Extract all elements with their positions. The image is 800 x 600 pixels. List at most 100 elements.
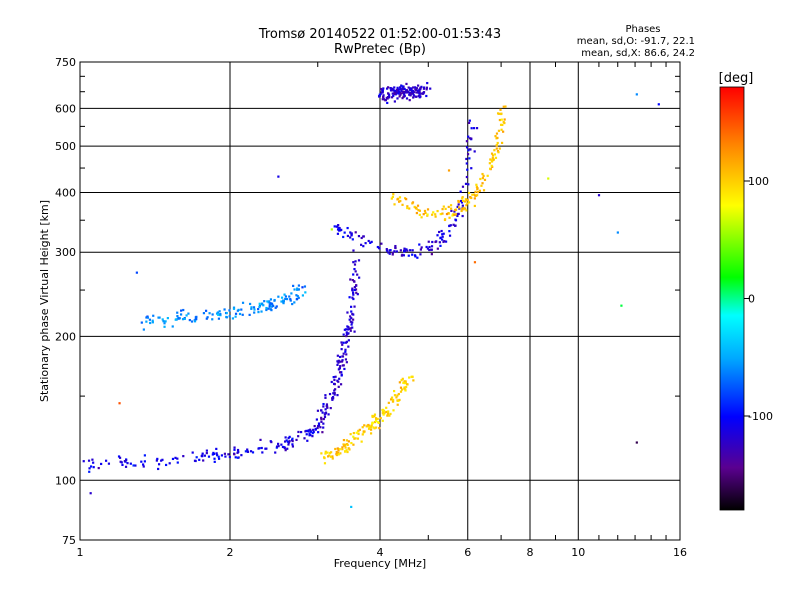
data-point <box>357 432 360 436</box>
data-point <box>140 460 143 463</box>
data-point <box>225 316 228 319</box>
data-point <box>496 141 499 145</box>
data-point <box>467 149 470 152</box>
data-point <box>400 388 404 391</box>
data-point <box>425 94 428 98</box>
data-point <box>382 95 385 99</box>
data-point <box>295 438 298 441</box>
data-point <box>406 249 409 252</box>
data-point <box>468 148 471 151</box>
data-point <box>439 244 442 247</box>
data-point <box>332 382 336 385</box>
data-point <box>257 447 260 450</box>
data-point <box>345 443 349 446</box>
data-point <box>440 229 443 233</box>
data-point <box>373 413 377 416</box>
data-point <box>328 454 331 457</box>
data-point <box>311 435 314 438</box>
data-point <box>277 295 280 298</box>
data-point <box>213 457 216 460</box>
data-point <box>396 403 399 406</box>
data-point <box>265 306 268 310</box>
data-point <box>333 225 336 228</box>
data-point <box>155 459 158 462</box>
data-point <box>313 424 316 428</box>
data-point <box>286 447 289 450</box>
data-point <box>391 92 394 95</box>
data-point <box>309 428 312 431</box>
data-point <box>323 415 327 419</box>
data-point <box>381 412 384 415</box>
data-point <box>321 431 324 434</box>
data-point <box>183 317 186 320</box>
data-point <box>248 313 251 316</box>
data-point <box>426 81 429 85</box>
data-point <box>284 436 287 439</box>
data-point <box>337 453 340 456</box>
data-point <box>340 228 343 231</box>
data-point <box>412 379 415 382</box>
data-point <box>350 505 353 509</box>
data-point <box>262 304 265 307</box>
data-point <box>100 462 103 466</box>
data-point <box>263 300 266 303</box>
data-point <box>354 260 357 263</box>
data-point <box>335 450 338 454</box>
data-point <box>465 204 468 207</box>
data-point <box>305 429 308 433</box>
colorbar-tick-label: 0 <box>748 293 755 306</box>
data-point <box>233 453 236 456</box>
data-point <box>337 229 341 232</box>
data-point <box>473 204 476 208</box>
data-point <box>160 459 163 462</box>
data-point <box>352 261 355 264</box>
data-point <box>399 88 402 91</box>
data-point <box>453 210 456 213</box>
data-point <box>307 430 310 433</box>
data-point <box>317 431 320 434</box>
data-point <box>394 89 397 92</box>
data-point <box>374 420 377 424</box>
data-point <box>502 130 505 133</box>
data-point <box>333 389 336 392</box>
data-point <box>396 399 399 402</box>
data-point <box>92 461 95 464</box>
data-point <box>403 92 406 95</box>
data-point <box>341 448 344 451</box>
data-point <box>392 89 396 92</box>
data-point <box>635 93 638 96</box>
data-point <box>353 305 356 308</box>
data-point <box>391 195 394 199</box>
data-point <box>494 156 498 159</box>
data-point <box>275 305 278 308</box>
data-point <box>420 216 423 219</box>
data-point <box>234 315 237 318</box>
data-point <box>481 177 484 180</box>
data-point <box>382 87 385 90</box>
data-point <box>444 207 447 210</box>
data-point <box>475 185 479 188</box>
data-point <box>436 247 439 250</box>
data-point <box>327 455 330 458</box>
data-point <box>104 459 108 462</box>
data-point <box>470 196 473 200</box>
data-point <box>219 312 222 316</box>
data-point <box>349 329 352 332</box>
data-point <box>316 409 320 412</box>
data-point <box>385 249 389 252</box>
data-point <box>190 320 194 323</box>
data-point <box>498 147 501 150</box>
data-point <box>258 302 261 305</box>
data-point <box>168 462 171 465</box>
data-point <box>490 152 494 155</box>
data-point <box>341 355 345 358</box>
data-point <box>421 92 425 95</box>
data-point <box>355 291 358 294</box>
data-point <box>303 285 307 288</box>
data-point <box>343 450 347 453</box>
data-point <box>438 241 441 244</box>
data-point <box>232 306 236 309</box>
data-point <box>462 208 465 211</box>
data-point <box>597 194 601 197</box>
data-point <box>284 295 288 298</box>
